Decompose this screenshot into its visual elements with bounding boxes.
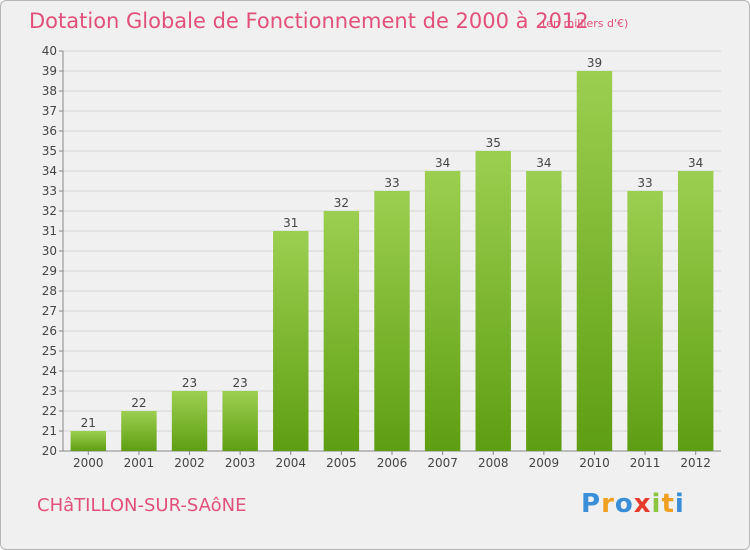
y-tick-label: 37	[42, 104, 57, 118]
bar-2012[interactable]	[677, 171, 714, 451]
y-tick-label: 36	[42, 124, 57, 138]
x-tick-label-2009: 2009	[529, 456, 560, 470]
chart-unit: (en milliers d'€)	[542, 17, 629, 30]
y-tick-label: 33	[42, 184, 57, 198]
bar-2002[interactable]	[171, 391, 208, 451]
y-tick-label: 39	[42, 64, 57, 78]
bar-2003[interactable]	[222, 391, 258, 451]
y-tick-label: 34	[42, 164, 57, 178]
y-tick-label: 28	[42, 284, 57, 298]
data-label-2012: 34	[688, 156, 703, 170]
x-tick-label-2001: 2001	[124, 456, 155, 470]
data-label-2001: 22	[131, 396, 146, 410]
bar-2005[interactable]	[323, 211, 360, 451]
x-tick-label-2004: 2004	[275, 456, 306, 470]
logo-letter: i	[651, 489, 662, 519]
y-tick-label: 35	[42, 144, 57, 158]
commune-name: CHâTILLON-SUR-SAôNE	[37, 495, 247, 516]
x-tick-label-2011: 2011	[630, 456, 661, 470]
y-tick-label: 32	[42, 204, 57, 218]
x-tick-label-2007: 2007	[427, 456, 458, 470]
logo-letter: o	[614, 489, 634, 519]
chart-title: Dotation Globale de Fonctionnement de 20…	[29, 9, 589, 33]
y-tick-label: 23	[42, 384, 57, 398]
logo-letter: t	[661, 489, 675, 519]
y-tick-label: 24	[42, 364, 57, 378]
y-tick-label: 40	[42, 44, 57, 58]
bar-2000[interactable]	[70, 431, 107, 451]
logo-letter: P	[581, 489, 602, 519]
y-tick-label: 20	[42, 444, 57, 458]
bar-2001[interactable]	[121, 411, 157, 451]
proxiti-logo[interactable]: Proxiti	[581, 489, 685, 519]
bar-2008[interactable]	[475, 151, 511, 451]
y-tick-label: 26	[42, 324, 57, 338]
data-label-2011: 33	[637, 176, 652, 190]
x-tick-label-2005: 2005	[326, 456, 357, 470]
x-tick-label-2010: 2010	[579, 456, 610, 470]
y-tick-label: 21	[42, 424, 57, 438]
data-label-2006: 33	[384, 176, 399, 190]
logo-letter: i	[674, 489, 685, 519]
y-tick-label: 27	[42, 304, 57, 318]
axes: 20 21 22 23 24 25 26 27 28 29 30 31 32 33 34 35 36 37 38 39…	[42, 44, 721, 470]
bar-2009[interactable]	[526, 171, 562, 451]
data-label-2009: 34	[536, 156, 551, 170]
bar-2011[interactable]	[627, 191, 663, 451]
logo-letter: x	[633, 489, 652, 519]
bar-2007[interactable]	[424, 171, 461, 451]
data-label-2003: 23	[233, 376, 248, 390]
x-tick-label-2002: 2002	[174, 456, 205, 470]
labels: 21 22 23 23 31 32 33 34 35 34 39 33 34	[81, 56, 704, 430]
data-label-2000: 21	[81, 416, 96, 430]
data-label-2007: 34	[435, 156, 450, 170]
bar-2010[interactable]	[576, 71, 613, 451]
y-tick-label: 38	[42, 84, 57, 98]
data-label-2002: 23	[182, 376, 197, 390]
data-label-2004: 31	[283, 216, 298, 230]
x-tick-label-2003: 2003	[225, 456, 256, 470]
x-tick-label-2000: 2000	[73, 456, 104, 470]
y-tick-label: 30	[42, 244, 57, 258]
x-tick-label-2012: 2012	[680, 456, 711, 470]
bars	[70, 71, 714, 451]
x-tick-label-2006: 2006	[377, 456, 408, 470]
bar-2004[interactable]	[273, 231, 309, 451]
y-tick-label: 22	[42, 404, 57, 418]
y-tick-label: 25	[42, 344, 57, 358]
data-label-2005: 32	[334, 196, 349, 210]
bar-2006[interactable]	[374, 191, 410, 451]
y-tick-label: 31	[42, 224, 57, 238]
logo-letter: r	[601, 489, 615, 519]
data-label-2010: 39	[587, 56, 602, 70]
y-tick-label: 29	[42, 264, 57, 278]
data-label-2008: 35	[486, 136, 501, 150]
x-tick-label-2008: 2008	[478, 456, 509, 470]
